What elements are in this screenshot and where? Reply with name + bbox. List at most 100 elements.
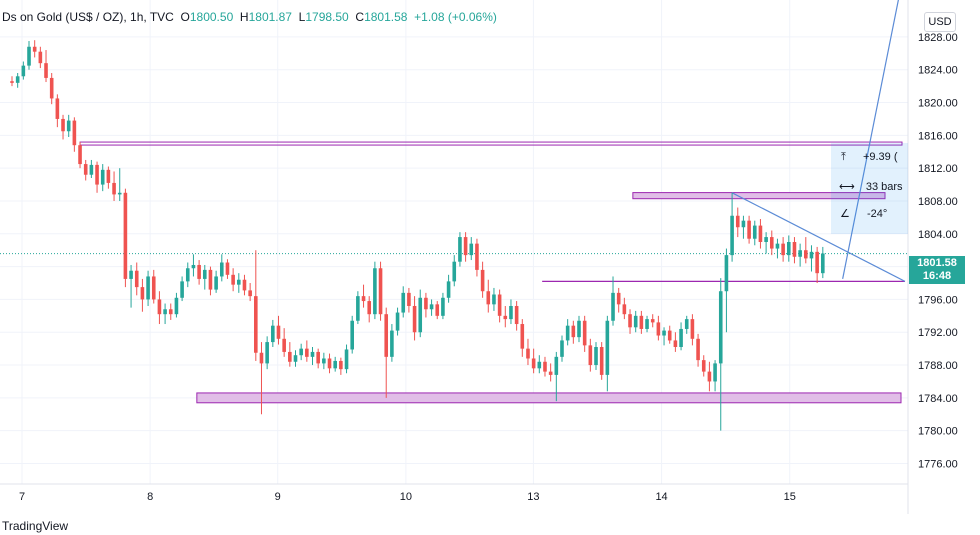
x-tick-label: 8 <box>147 491 153 503</box>
candle-body <box>815 251 819 274</box>
currency-button[interactable]: USD <box>924 12 956 32</box>
candle-body <box>452 261 457 282</box>
candle-body <box>758 225 763 242</box>
candle-body <box>367 301 372 315</box>
candle-body <box>316 351 320 364</box>
candle-body <box>83 164 88 175</box>
candle-body <box>288 351 292 362</box>
current-price-value: 1801.58 <box>917 257 957 269</box>
candle-body <box>242 279 247 291</box>
candle-body <box>673 340 678 348</box>
grid <box>0 0 908 484</box>
x-tick-label: 10 <box>400 491 412 503</box>
candle-body <box>248 290 252 297</box>
candle-body <box>208 269 213 290</box>
bars-range-icon: ⟷ <box>839 181 855 193</box>
candle-body <box>804 250 808 259</box>
candle-body <box>361 296 366 302</box>
candle-body <box>752 225 757 239</box>
candle-body <box>429 304 434 310</box>
resistance-zone[interactable] <box>632 192 886 200</box>
candle-body <box>639 315 644 329</box>
candle-body <box>792 242 797 257</box>
measure-bars-row: ⟷ 33 bars <box>839 180 903 193</box>
descending-trendline[interactable] <box>731 192 906 282</box>
candle-body <box>327 358 332 369</box>
axes: 1776.00 1780.00 1784.00 1788.00 1792.00 1796.… <box>0 0 958 514</box>
candle-body <box>588 345 593 366</box>
candle-body <box>605 320 610 375</box>
candle-body <box>418 297 423 333</box>
candle-body <box>769 237 774 249</box>
tradingview-watermark: TradingView <box>2 519 69 533</box>
candle-body <box>231 274 235 285</box>
candle-body <box>339 360 343 370</box>
y-tick-label: 1824.00 <box>918 65 958 77</box>
x-tick-label: 7 <box>19 491 25 503</box>
candle-body <box>197 264 201 279</box>
candle-body <box>72 120 77 146</box>
open-label: O <box>180 10 190 24</box>
candle-body <box>168 309 173 315</box>
candle-body <box>628 314 632 328</box>
candle-body <box>21 65 26 77</box>
candle-body <box>724 255 729 292</box>
candle-body <box>497 294 502 316</box>
candle-body <box>61 118 65 132</box>
candle-body <box>163 309 167 315</box>
candle-body <box>446 281 451 298</box>
candles-layer <box>10 40 825 431</box>
candle-body <box>514 305 519 325</box>
y-tick-label: 1776.00 <box>918 458 958 470</box>
candle-body <box>237 279 241 285</box>
candle-body <box>701 360 706 372</box>
candle-body <box>730 215 734 256</box>
candle-body <box>134 270 139 288</box>
y-tick-label: 1816.00 <box>918 130 958 142</box>
candle-body <box>151 276 156 300</box>
projection-arrow-line[interactable] <box>842 0 900 280</box>
open-value: 1800.50 <box>189 10 234 24</box>
candle-body <box>66 120 71 132</box>
y-tick-label: 1792.00 <box>918 327 958 339</box>
measure-angle: -24° <box>866 208 888 220</box>
candle-body <box>486 291 491 305</box>
measure-tool-panel[interactable]: ⤒ +9.39 ( ⟷ 33 bars ∠ -24° <box>831 143 908 234</box>
candle-body <box>424 297 428 310</box>
candle-body <box>713 363 717 382</box>
candle-body <box>117 192 122 195</box>
y-tick-label: 1812.00 <box>918 163 958 175</box>
candle-body <box>684 319 689 329</box>
candle-body <box>112 182 116 195</box>
candle-body <box>412 305 417 333</box>
candle-body <box>622 304 627 315</box>
candle-body <box>191 264 196 269</box>
low-value: 1798.50 <box>305 10 349 24</box>
candle-body <box>10 81 14 83</box>
candle-body <box>441 297 445 316</box>
candle-body <box>662 330 666 336</box>
candle-body <box>390 330 394 357</box>
x-tick-label: 14 <box>655 491 667 503</box>
candle-body <box>667 330 672 341</box>
y-tick-label: 1796.00 <box>918 294 958 306</box>
candle-body <box>265 342 269 364</box>
angle-icon: ∠ <box>840 208 850 220</box>
candle-body <box>174 297 179 315</box>
measure-angle-row: ∠ -24° <box>840 207 887 220</box>
candle-body <box>633 315 638 328</box>
support-zone[interactable] <box>196 392 902 404</box>
candle-body <box>276 325 281 339</box>
drawings-layer[interactable] <box>0 0 908 404</box>
candle-body <box>254 296 258 353</box>
candle-body <box>78 145 82 165</box>
candle-body <box>185 268 190 282</box>
candle-body <box>27 46 31 66</box>
candle-body <box>775 243 780 249</box>
resistance-line[interactable] <box>79 141 903 146</box>
candle-body <box>140 287 145 300</box>
candle-body <box>821 253 825 274</box>
symbol-title[interactable]: Ds on Gold (US$ / OZ), 1h, TVC <box>2 10 174 24</box>
